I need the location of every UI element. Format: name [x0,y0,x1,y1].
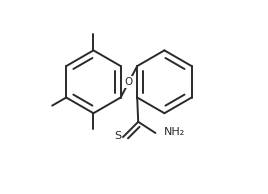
Text: O: O [125,77,133,87]
Text: S: S [114,131,121,141]
Text: NH₂: NH₂ [164,127,185,137]
